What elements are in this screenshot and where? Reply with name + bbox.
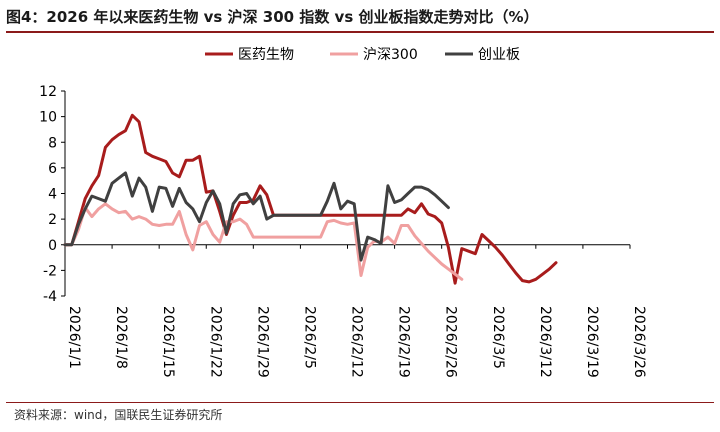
y-tick-label: 6 [48, 161, 57, 177]
y-axis: -4 -2 0 2 4 6 8 10 12 [39, 84, 66, 305]
x-tick-label: 2026/1/1 [66, 306, 82, 369]
y-tick-label: 0 [48, 238, 57, 254]
title-divider [6, 31, 714, 33]
y-tick-label: 2 [48, 212, 57, 228]
series-line-2 [63, 202, 464, 281]
x-tick-label: 2026/2/19 [396, 306, 412, 378]
x-tick-label: 2026/2/26 [443, 306, 459, 378]
legend-label-1: 医药生物 [238, 47, 294, 63]
x-tick-label: 2026/3/5 [490, 306, 506, 369]
x-tick-label: 2026/3/26 [631, 306, 647, 378]
x-tick-label: 2026/3/19 [584, 306, 600, 378]
x-tick-label: 2026/2/5 [301, 306, 317, 369]
series-layer [63, 113, 558, 285]
legend-label-3: 创业板 [478, 47, 520, 63]
source-note: 资料来源：wind，国联民生证券研究所 [14, 408, 223, 422]
legend-label-2: 沪深300 [363, 47, 418, 63]
y-tick-label: 8 [48, 135, 57, 151]
x-tick-label: 2026/2/12 [349, 306, 365, 378]
x-tick-label: 2026/1/22 [207, 306, 223, 378]
footer-divider [6, 402, 714, 403]
x-tick-label: 2026/1/29 [254, 306, 270, 378]
y-tick-label: 12 [39, 84, 57, 100]
chart-legend: 医药生物 沪深300 创业板 [205, 47, 520, 63]
x-tick-label: 2026/1/15 [160, 306, 176, 378]
x-tick-label: 2026/3/12 [537, 306, 553, 378]
y-tick-label: -4 [43, 289, 57, 305]
x-axis: 2026/1/1 2026/1/8 2026/1/15 2026/1/22 2026/1… [64, 244, 647, 378]
y-tick-label: -2 [43, 263, 57, 279]
series-line-3 [63, 171, 450, 262]
series-line-1 [63, 113, 558, 285]
y-tick-label: 4 [48, 187, 57, 203]
y-tick-label: 10 [39, 110, 57, 126]
figure-title: 图4：2026 年以来医药生物 vs 沪深 300 指数 vs 创业板指数走势对… [6, 8, 539, 26]
x-tick-label: 2026/1/8 [113, 306, 129, 369]
